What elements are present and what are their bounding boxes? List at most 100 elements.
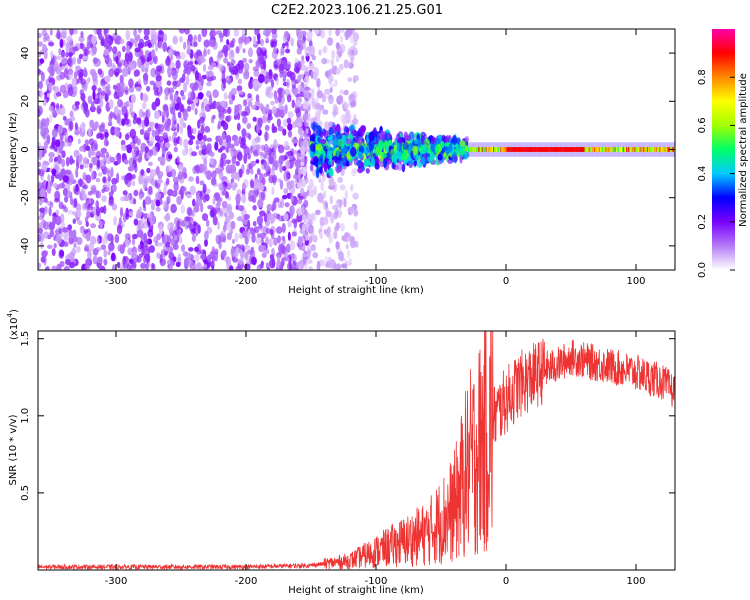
heatmap-cell	[143, 29, 150, 37]
heatmap-cell	[276, 254, 281, 262]
heatmap-cell	[277, 125, 284, 132]
heatmap-cell	[231, 238, 236, 244]
heatmap-cell	[102, 84, 106, 93]
heatmap-cell	[355, 155, 359, 161]
heatmap-cell	[272, 126, 278, 133]
heatmap-cell	[168, 48, 172, 58]
heatmap-cell	[76, 210, 82, 218]
heatmap-cell	[240, 110, 247, 117]
heatmap-cell	[546, 147, 548, 152]
heatmap-cell	[280, 46, 285, 55]
heatmap-cell	[192, 221, 197, 227]
heatmap-cell	[347, 113, 352, 121]
heatmap-cell	[163, 187, 167, 196]
heatmap-cell	[104, 94, 108, 101]
heatmap-cell	[256, 144, 261, 150]
heatmap-cell	[219, 210, 224, 217]
heatmap-cell	[89, 119, 95, 128]
heatmap-cell	[413, 160, 418, 167]
heatmap-cell	[175, 59, 181, 69]
heatmap-cell	[53, 182, 58, 189]
heatmap-cell	[401, 151, 408, 162]
heatmap-cell	[532, 147, 534, 152]
heatmap-cell	[235, 46, 240, 54]
heatmap-cell	[304, 46, 311, 57]
heatmap-cell	[251, 233, 256, 243]
heatmap-cell	[151, 145, 158, 156]
heatmap-cell	[319, 259, 325, 267]
heatmap-cell	[183, 41, 187, 50]
heatmap-cell	[142, 244, 149, 252]
heatmap-cell	[663, 147, 665, 152]
heatmap-cell	[402, 141, 409, 150]
heatmap-cell	[50, 50, 54, 59]
heatmap-cell	[167, 259, 174, 266]
heatmap-cell	[48, 82, 53, 92]
heatmap-cell	[83, 184, 89, 190]
heatmap-cell	[217, 221, 221, 231]
heatmap-cell	[226, 39, 230, 46]
heatmap-cell	[548, 147, 550, 152]
heatmap-cell	[328, 76, 332, 85]
heatmap-cell	[228, 164, 235, 173]
heatmap-cell	[649, 147, 651, 152]
heatmap-cell	[350, 169, 357, 177]
heatmap-cell	[172, 35, 178, 45]
heatmap-cell	[265, 35, 269, 43]
heatmap-cell	[145, 109, 149, 119]
heatmap-cell	[329, 213, 335, 224]
heatmap-cell	[45, 265, 50, 270]
heatmap-cell	[85, 145, 91, 151]
heatmap-cell	[103, 249, 108, 258]
heatmap-cell	[387, 133, 391, 139]
heatmap-cell	[133, 113, 137, 120]
heatmap-cell	[297, 206, 302, 217]
heatmap-cell	[412, 145, 419, 156]
heatmap-cell	[132, 173, 136, 180]
heatmap-cell	[242, 48, 246, 54]
heatmap-cell	[39, 207, 46, 213]
heatmap-cell	[107, 121, 113, 127]
heatmap-cell	[143, 232, 147, 243]
heatmap-cell	[179, 236, 183, 244]
heatmap-cell	[326, 143, 331, 150]
heatmap-cell	[48, 152, 55, 158]
heatmap-cell	[158, 135, 164, 143]
heatmap-cell	[320, 29, 326, 39]
heatmap-cell	[236, 85, 243, 92]
heatmap-cell	[62, 89, 69, 99]
heatmap-cell	[344, 126, 349, 134]
heatmap-cell	[143, 255, 147, 264]
colorbar-tick-label: 0.6	[697, 117, 708, 133]
heatmap-cell	[99, 152, 106, 158]
heatmap-cell	[173, 136, 178, 147]
heatmap-cell	[243, 62, 250, 72]
heatmap-cell	[271, 186, 275, 196]
heatmap-cell	[250, 169, 254, 175]
heatmap-cell	[317, 192, 324, 203]
heatmap-cell	[314, 109, 321, 118]
heatmap-cell	[92, 57, 98, 64]
heatmap-cell	[273, 197, 280, 203]
heatmap-cell	[483, 147, 485, 152]
snr-x-tick-label: -300	[105, 576, 128, 587]
heatmap-cell	[544, 147, 546, 152]
heatmap-cell	[332, 110, 339, 116]
heatmap-cell	[156, 252, 161, 259]
heatmap-cell	[308, 187, 313, 198]
heatmap-cell	[125, 30, 131, 41]
heatmap-cell	[596, 147, 598, 152]
heatmap-cell	[357, 167, 364, 174]
heatmap-cell	[553, 147, 555, 152]
heatmap-cell	[128, 86, 135, 93]
heatmap-cell	[129, 258, 134, 264]
heatmap-cell	[587, 147, 589, 152]
heatmap-cell	[622, 147, 624, 152]
heatmap-cell	[329, 154, 332, 163]
heatmap-cell	[518, 147, 520, 152]
heatmap-cell	[131, 266, 135, 270]
heatmap-cell	[75, 203, 82, 213]
heatmap-cell	[242, 57, 248, 63]
heatmap-cell	[338, 29, 345, 33]
heatmap-cell	[313, 156, 319, 164]
